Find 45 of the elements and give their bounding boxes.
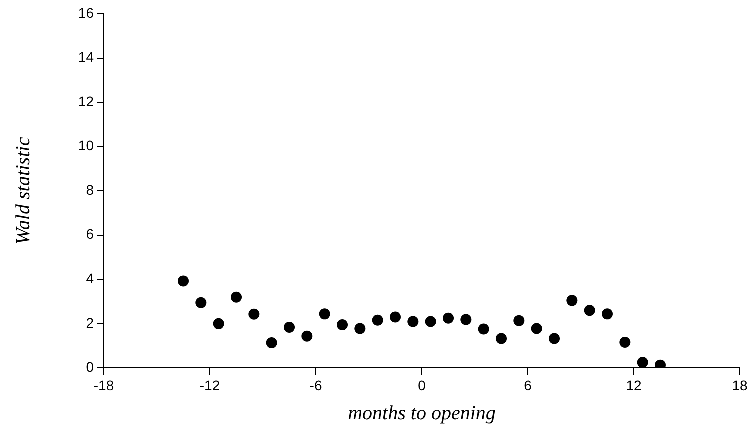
point (319, 308, 330, 320)
point (566, 295, 578, 306)
point (178, 276, 189, 287)
point (514, 315, 525, 326)
y-tick-label: 12 (78, 93, 94, 110)
point (443, 312, 454, 324)
point (496, 333, 507, 344)
point (549, 333, 560, 344)
x-tick-label: -12 (200, 377, 220, 394)
point (302, 330, 313, 342)
x-tick-label: 6 (524, 377, 532, 394)
x-axis-title: months to opening (348, 402, 496, 424)
y-tick-label: 10 (78, 138, 94, 154)
y-tick-label: 16 (78, 4, 94, 21)
point (354, 323, 366, 334)
y-axis-title: Wald statistic (12, 137, 34, 245)
point (531, 323, 542, 334)
x-tick-label: 12 (626, 377, 642, 394)
y-tick-label: 6 (86, 226, 94, 242)
y-tick-label: 8 (86, 182, 94, 198)
point (408, 316, 419, 328)
point (213, 318, 224, 330)
y-tick-label: 4 (86, 270, 94, 287)
point (337, 320, 348, 331)
point (637, 357, 648, 368)
point (284, 322, 295, 333)
point (248, 308, 260, 320)
y-tick-label: 14 (78, 49, 94, 66)
point (584, 305, 596, 316)
point (196, 297, 207, 308)
point (425, 316, 436, 328)
point (390, 312, 401, 323)
point (266, 337, 278, 348)
point (602, 308, 613, 320)
x-tick-label: -18 (94, 377, 114, 394)
x-tick-label: 18 (732, 377, 748, 394)
point (620, 337, 631, 348)
point (372, 314, 384, 326)
point (231, 292, 242, 303)
y-tick-label: 2 (86, 314, 94, 331)
x-tick-label: 0 (418, 377, 426, 394)
point (460, 314, 472, 326)
y-tick-label: 0 (86, 359, 94, 376)
point (478, 324, 490, 335)
x-tick-label: -6 (310, 377, 322, 394)
